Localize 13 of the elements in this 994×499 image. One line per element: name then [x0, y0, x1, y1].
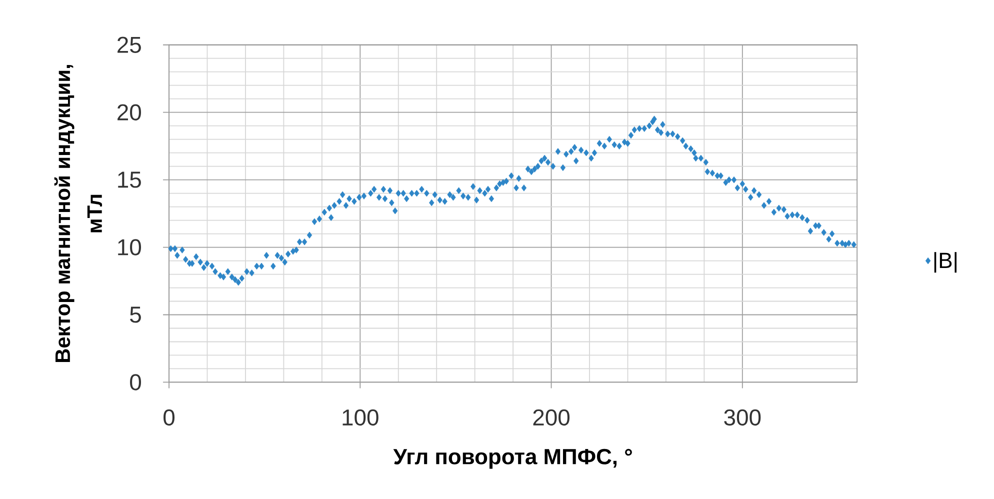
x-tick-label: 0 [164, 410, 175, 426]
legend-label: |B| [934, 252, 956, 273]
x-tick-label: 300 [724, 410, 761, 426]
y-tick-label: 10 [118, 239, 142, 256]
y-axis-title: Вектор магнитной индукции, мТл [54, 65, 102, 362]
x-tick-label: 100 [342, 410, 378, 426]
x-axis-title: Угл поворота МПФС, ° [393, 449, 632, 469]
x-tick-label: 200 [533, 410, 570, 426]
y-tick-label: 5 [130, 306, 141, 323]
y-tick-label: 20 [118, 104, 142, 121]
y-tick-label: 25 [118, 36, 141, 54]
y-tick-label: 15 [118, 172, 141, 188]
y-tick-label: 0 [130, 374, 142, 391]
